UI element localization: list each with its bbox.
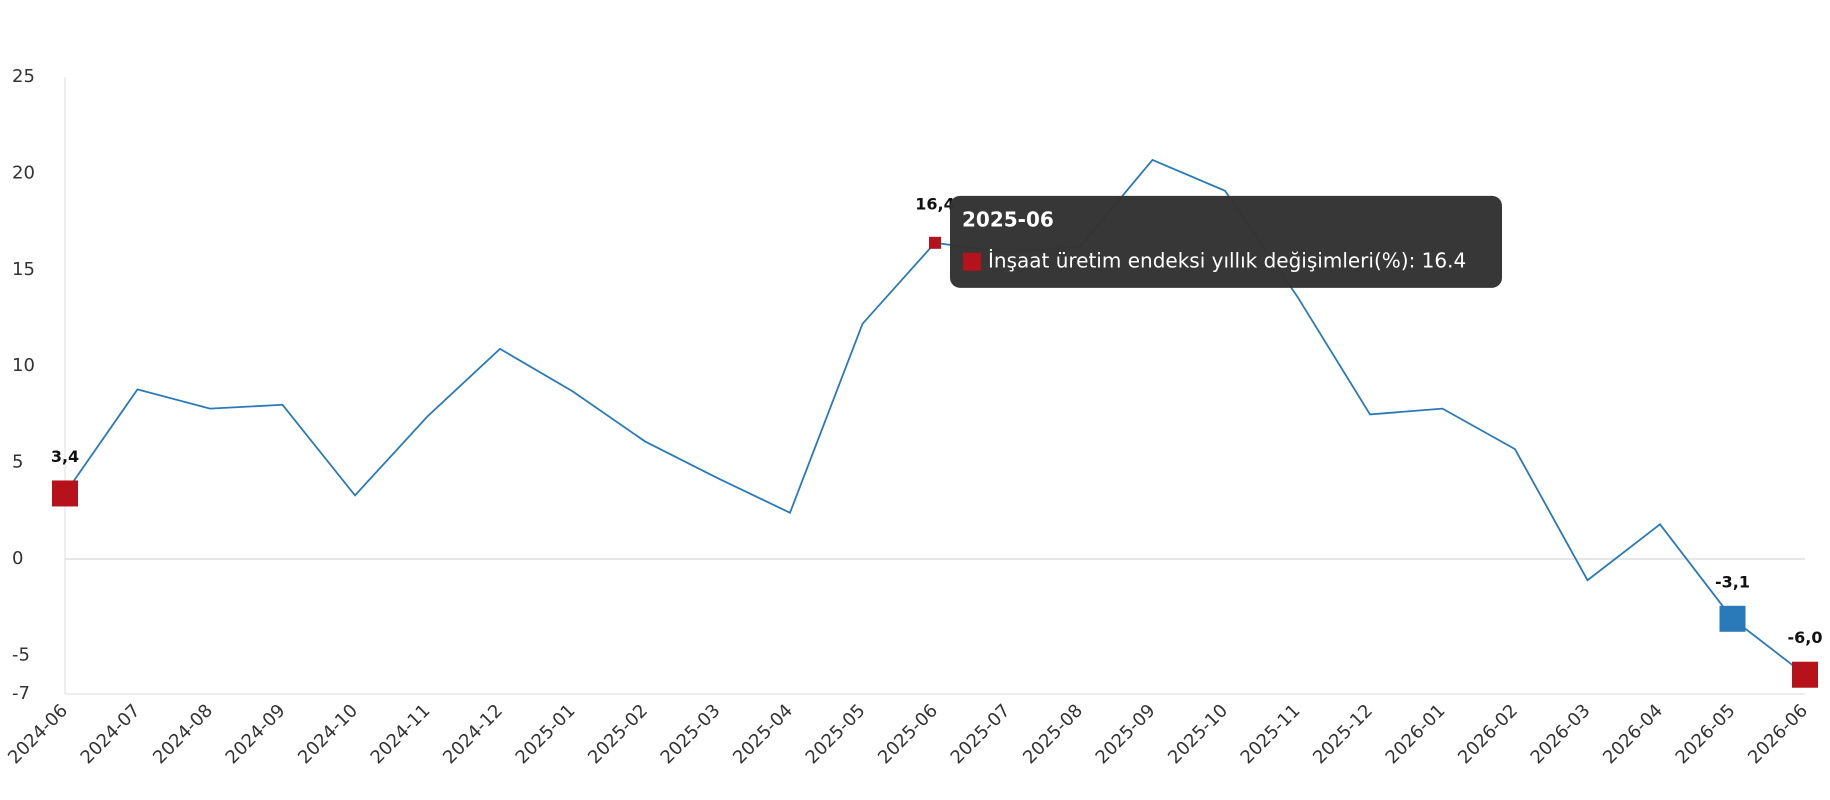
tooltip-box xyxy=(950,195,1502,288)
marker xyxy=(929,236,941,249)
marker xyxy=(1719,605,1746,632)
x-tick-label: 2025-05 xyxy=(802,700,870,768)
y-tick-label: 10 xyxy=(12,355,35,376)
y-tick-label: -7 xyxy=(12,683,30,704)
x-tick-label: 2025-08 xyxy=(1019,700,1087,768)
x-tick-label: 2025-06 xyxy=(874,700,942,768)
x-tick-label: 2025-01 xyxy=(512,700,580,768)
x-tick-label: 2025-03 xyxy=(657,700,725,768)
tooltip-text: İnşaat üretim endeksi yıllık değişimleri… xyxy=(988,248,1466,272)
x-tick-label: 2024-11 xyxy=(367,700,435,768)
x-tick-label: 2025-04 xyxy=(729,700,797,768)
value-label: 3,4 xyxy=(51,447,79,466)
x-tick-label: 2024-07 xyxy=(77,700,145,768)
x-tick-label: 2025-11 xyxy=(1237,700,1305,768)
y-tick-label: 0 xyxy=(12,548,23,569)
y-tick-label: 5 xyxy=(12,452,23,473)
x-tick-label: 2024-08 xyxy=(149,700,217,768)
x-tick-label: 2024-12 xyxy=(439,700,507,768)
x-tick-label: 2025-10 xyxy=(1164,700,1232,768)
x-tick-label: 2024-09 xyxy=(222,700,290,768)
x-tick-label: 2025-09 xyxy=(1092,700,1160,768)
value-label: 16,4 xyxy=(915,194,954,213)
x-tick-label: 2025-12 xyxy=(1309,700,1377,768)
x-tick-label: 2026-02 xyxy=(1454,700,1522,768)
x-tick-label: 2026-06 xyxy=(1744,700,1812,768)
x-tick-label: 2025-02 xyxy=(584,700,652,768)
marker xyxy=(52,480,78,507)
x-tick-label: 2026-05 xyxy=(1672,700,1740,768)
x-tick-label: 2026-01 xyxy=(1382,700,1450,768)
x-tick-label: 2024-06 xyxy=(4,700,72,768)
value-label: -3,1 xyxy=(1715,572,1750,591)
tooltip-swatch xyxy=(963,252,981,271)
value-label: -6,0 xyxy=(1788,628,1823,647)
x-tick-label: 2024-10 xyxy=(294,700,362,768)
marker xyxy=(1792,661,1818,688)
x-tick-label: 2026-03 xyxy=(1527,700,1595,768)
x-tick-label: 2026-04 xyxy=(1599,700,1667,768)
tooltip: 2025-06 İnşaat üretim endeksi yıllık deği… xyxy=(950,195,1502,288)
y-tick-label: -5 xyxy=(12,644,30,665)
y-tick-label: 20 xyxy=(12,162,35,183)
tooltip-title: 2025-06 xyxy=(962,207,1054,231)
x-tick-label: 2025-07 xyxy=(947,700,1015,768)
y-tick-label: 15 xyxy=(12,259,35,280)
y-tick-label: 25 xyxy=(12,66,35,87)
